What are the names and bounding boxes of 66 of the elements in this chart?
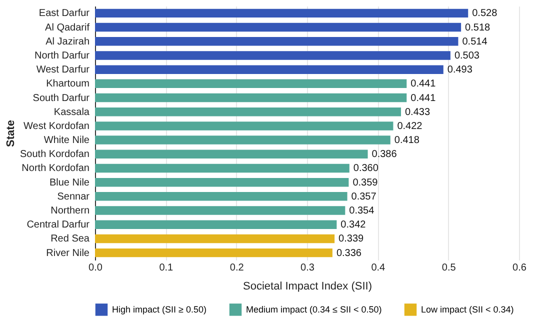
bar bbox=[95, 51, 450, 60]
y-tick-label: Al Jazirah bbox=[46, 36, 90, 48]
y-tick-label: Red Sea bbox=[50, 234, 90, 245]
x-tick-label: 0.5 bbox=[442, 262, 456, 274]
bar bbox=[95, 206, 346, 215]
y-tick-label: North Kordofan bbox=[22, 163, 90, 174]
data-label: 0.514 bbox=[462, 36, 488, 48]
data-label: 0.386 bbox=[372, 149, 398, 160]
legend-label: Medium impact (0.34 ≤ SII < 0.50) bbox=[246, 304, 382, 315]
x-tick-label: 0.6 bbox=[512, 262, 527, 274]
y-tick-label: Al Qadarif bbox=[45, 22, 90, 34]
data-label: 0.357 bbox=[351, 191, 377, 202]
bar bbox=[95, 22, 462, 32]
data-label: 0.418 bbox=[394, 135, 420, 146]
x-tick-label: 0.2 bbox=[230, 262, 244, 274]
data-label: 0.354 bbox=[349, 206, 375, 217]
bar bbox=[95, 234, 335, 244]
legend-label: Low impact (SII < 0.34) bbox=[421, 304, 514, 315]
y-tick-label: Blue Nile bbox=[49, 177, 90, 188]
data-label: 0.360 bbox=[353, 163, 379, 174]
bar bbox=[95, 65, 444, 74]
y-tick-label: River Nile bbox=[46, 248, 90, 259]
legend-label: High impact (SII ≥ 0.50) bbox=[112, 304, 206, 315]
y-tick-label: West Kordofan bbox=[24, 120, 90, 132]
y-tick-label: Northern bbox=[50, 206, 90, 217]
y-tick-label: Kassala bbox=[54, 106, 90, 118]
bar bbox=[95, 164, 350, 173]
y-axis-title: State bbox=[5, 120, 18, 147]
bar bbox=[95, 192, 348, 201]
x-axis-title: Societal Impact Index (SII) bbox=[243, 280, 372, 292]
bar bbox=[95, 93, 407, 102]
y-tick-label: South Darfur bbox=[32, 92, 90, 104]
x-tick-label: 0.4 bbox=[371, 262, 386, 274]
data-label: 0.342 bbox=[340, 220, 366, 231]
y-tick-label: Central Darfur bbox=[26, 220, 90, 231]
y-tick-label: Sennar bbox=[57, 191, 90, 202]
data-label: 0.528 bbox=[472, 8, 498, 20]
data-label: 0.441 bbox=[410, 78, 436, 90]
x-tick-label: 0.0 bbox=[88, 262, 103, 274]
bar bbox=[95, 178, 349, 187]
data-label: 0.433 bbox=[404, 106, 430, 118]
bar bbox=[95, 107, 401, 116]
data-label: 0.518 bbox=[465, 22, 491, 34]
y-tick-label: North Darfur bbox=[34, 50, 90, 62]
data-label: 0.359 bbox=[352, 177, 378, 188]
y-tick-label: East Darfur bbox=[38, 8, 90, 20]
data-label: 0.422 bbox=[397, 120, 423, 132]
bar bbox=[95, 122, 394, 130]
data-label: 0.493 bbox=[447, 64, 473, 76]
bar bbox=[95, 248, 332, 258]
bar bbox=[95, 220, 337, 229]
bar bbox=[95, 8, 468, 18]
bar bbox=[95, 150, 368, 159]
bar bbox=[95, 79, 407, 88]
y-tick-label: South Kordofan bbox=[20, 149, 90, 160]
y-tick-label: Khartoum bbox=[46, 78, 90, 90]
x-tick-label: 0.1 bbox=[159, 262, 174, 274]
data-label: 0.503 bbox=[454, 50, 480, 62]
bar bbox=[95, 37, 458, 46]
data-label: 0.336 bbox=[336, 248, 362, 259]
data-label: 0.441 bbox=[410, 92, 436, 104]
y-tick-label: White Nile bbox=[44, 135, 90, 146]
bar bbox=[95, 136, 390, 144]
y-tick-label: West Darfur bbox=[36, 64, 90, 76]
x-tick-label: 0.3 bbox=[300, 262, 315, 274]
data-label: 0.339 bbox=[338, 234, 364, 245]
